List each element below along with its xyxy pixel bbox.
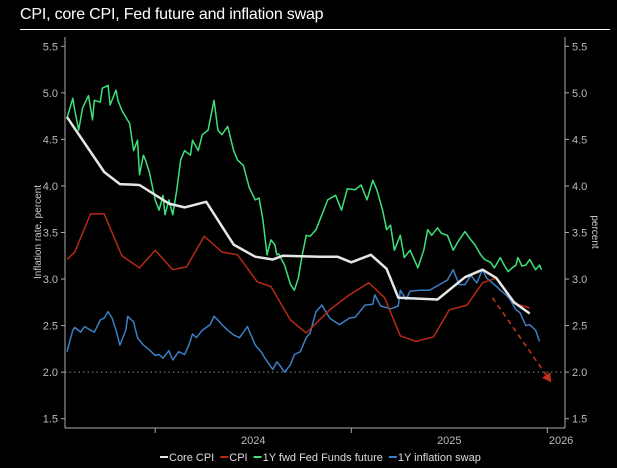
title-divider bbox=[20, 29, 610, 30]
x-tick-label: 2025 bbox=[437, 435, 461, 447]
series-line-cpi bbox=[66, 213, 530, 343]
forecast-arrow-head bbox=[542, 372, 552, 383]
y-tick-label-right: 2.5 bbox=[572, 321, 587, 333]
y-axis-label-right: percent bbox=[589, 215, 600, 249]
series-line-1y-inflation-swap bbox=[66, 268, 541, 373]
y-tick-label-right: 3.0 bbox=[572, 274, 587, 286]
y-tick-label-right: 5.5 bbox=[572, 41, 587, 53]
legend-label: Core CPI bbox=[169, 452, 214, 464]
y-tick-label-left: 2.5 bbox=[43, 321, 58, 333]
x-tick-label: 2026 bbox=[549, 435, 573, 447]
y-tick-label-right: 4.0 bbox=[572, 181, 587, 193]
y-tick-label-left: 5.0 bbox=[43, 88, 58, 100]
y-tick-label-left: 3.5 bbox=[43, 228, 58, 240]
y-tick-label-left: 3.0 bbox=[43, 274, 58, 286]
y-tick-label-right: 4.5 bbox=[572, 134, 587, 146]
y-tick-label-right: 3.5 bbox=[572, 228, 587, 240]
y-tick-label-left: 2.0 bbox=[43, 367, 58, 379]
legend: Core CPI CPI 1Y fwd Fed Funds future 1Y inf… bbox=[160, 452, 481, 464]
chart-title: CPI, core CPI, Fed future and inflation … bbox=[20, 6, 324, 23]
x-tick-label: 2024 bbox=[241, 435, 265, 447]
y-tick-label-left: 4.5 bbox=[43, 134, 58, 146]
y-axis-label-left: Inflation rate, percent bbox=[33, 185, 44, 279]
y-tick-label-left: 4.0 bbox=[43, 181, 58, 193]
legend-label: 1Y fwd Fed Funds future bbox=[263, 452, 383, 464]
y-tick-label-right: 2.0 bbox=[572, 367, 587, 379]
forecast-arrow-line bbox=[491, 297, 547, 376]
y-tick-label-left: 1.5 bbox=[43, 414, 58, 426]
series-line-core-cpi bbox=[65, 116, 531, 315]
legend-label: CPI bbox=[229, 452, 247, 464]
y-tick-label-left: 5.5 bbox=[43, 41, 58, 53]
y-tick-label-right: 1.5 bbox=[572, 414, 587, 426]
series-line-1y-fwd-fed-funds-future bbox=[66, 84, 543, 291]
legend-label: 1Y inflation swap bbox=[398, 452, 481, 464]
y-tick-label-right: 5.0 bbox=[572, 88, 587, 100]
